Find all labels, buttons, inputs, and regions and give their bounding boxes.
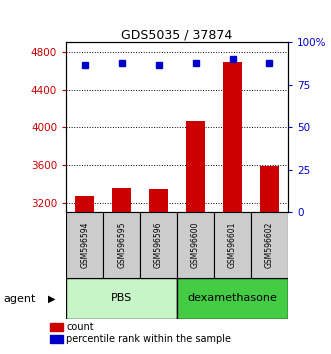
Bar [177, 278, 288, 319]
Text: dexamethasone: dexamethasone [188, 293, 277, 303]
Bar [260, 166, 279, 212]
Text: GSM596595: GSM596595 [117, 222, 126, 268]
Text: percentile rank within the sample: percentile rank within the sample [66, 334, 231, 344]
Text: agent: agent [3, 294, 36, 304]
Bar [66, 278, 177, 319]
Bar [186, 121, 205, 212]
Text: GSM596600: GSM596600 [191, 222, 200, 268]
Text: count: count [66, 322, 94, 332]
Text: GSM596594: GSM596594 [80, 222, 89, 268]
Text: GSM596601: GSM596601 [228, 222, 237, 268]
Bar [251, 212, 288, 278]
Text: GSM596596: GSM596596 [154, 222, 163, 268]
Text: GSM596602: GSM596602 [265, 222, 274, 268]
Bar [223, 62, 242, 212]
Bar [177, 212, 214, 278]
Text: ▶: ▶ [48, 294, 56, 304]
Bar [75, 196, 94, 212]
Bar [113, 188, 131, 212]
Bar [149, 189, 168, 212]
Bar [140, 212, 177, 278]
Bar [66, 212, 103, 278]
Bar [214, 212, 251, 278]
Text: PBS: PBS [111, 293, 132, 303]
Title: GDS5035 / 37874: GDS5035 / 37874 [121, 28, 233, 41]
Bar [103, 212, 140, 278]
